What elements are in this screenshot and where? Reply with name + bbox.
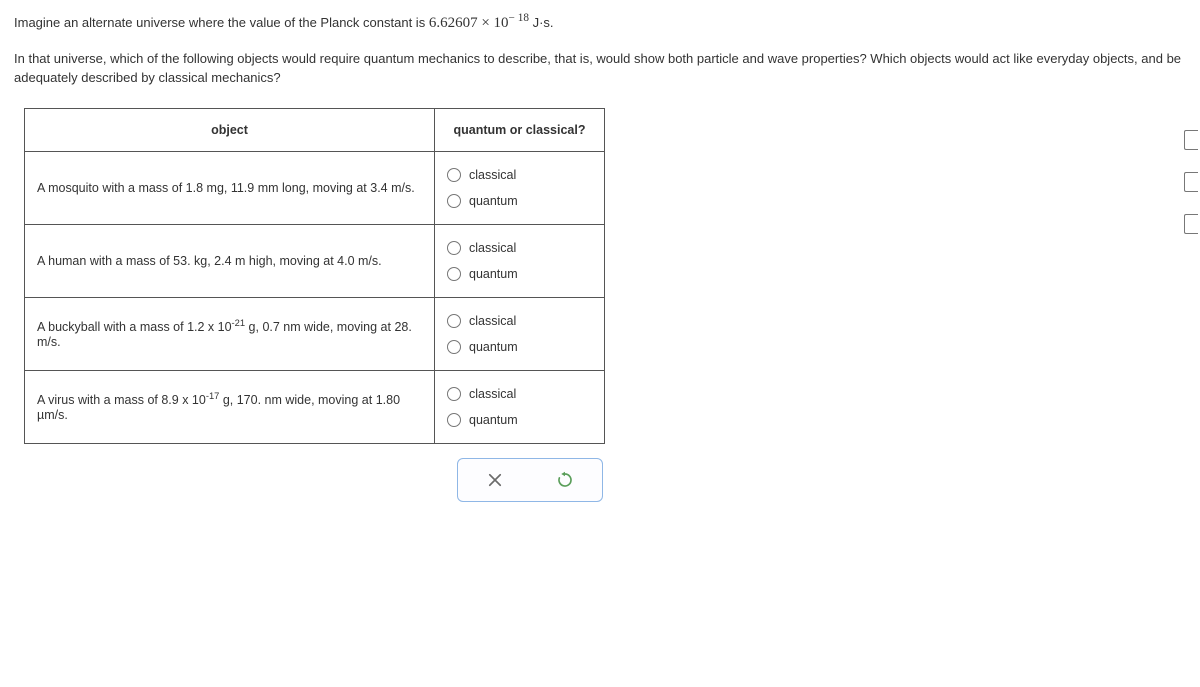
object-cell: A virus with a mass of 8.9 x 10-17 g, 17…	[25, 370, 435, 443]
table-row: A buckyball with a mass of 1.2 x 10-21 g…	[25, 297, 605, 370]
quantum-radio[interactable]	[447, 194, 461, 208]
planck-constant: 6.62607 × 10− 18	[429, 15, 529, 31]
classical-label[interactable]: classical	[469, 168, 516, 182]
object-cell: A human with a mass of 53. kg, 2.4 m hig…	[25, 224, 435, 297]
classical-label[interactable]: classical	[469, 387, 516, 401]
classical-option: classical	[447, 381, 592, 407]
classical-option: classical	[447, 235, 592, 261]
quantum-label[interactable]: quantum	[469, 194, 518, 208]
classical-radio[interactable]	[447, 314, 461, 328]
quantum-option: quantum	[447, 407, 592, 433]
clear-button[interactable]	[482, 467, 508, 493]
header-object: object	[25, 108, 435, 151]
quantum-option: quantum	[447, 188, 592, 214]
choice-cell: classical quantum	[435, 224, 605, 297]
choice-cell: classical quantum	[435, 151, 605, 224]
quantum-label[interactable]: quantum	[469, 413, 518, 427]
table-row: A mosquito with a mass of 1.8 mg, 11.9 m…	[25, 151, 605, 224]
action-box	[457, 458, 603, 502]
table-row: A virus with a mass of 8.9 x 10-17 g, 17…	[25, 370, 605, 443]
reset-button[interactable]	[552, 467, 578, 493]
quantum-option: quantum	[447, 334, 592, 360]
question-text: Imagine an alternate universe where the …	[0, 0, 1200, 88]
question-line-2: In that universe, which of the following…	[14, 49, 1186, 88]
quantum-radio[interactable]	[447, 413, 461, 427]
q1-unit: J·s.	[529, 15, 554, 30]
classical-radio[interactable]	[447, 241, 461, 255]
quantum-label[interactable]: quantum	[469, 267, 518, 281]
object-cell: A mosquito with a mass of 1.8 mg, 11.9 m…	[25, 151, 435, 224]
action-bar	[24, 458, 603, 502]
q1-pre: Imagine an alternate universe where the …	[14, 15, 429, 30]
side-stub-3[interactable]	[1184, 214, 1198, 234]
quantum-option: quantum	[447, 261, 592, 287]
classical-option: classical	[447, 162, 592, 188]
reset-icon	[556, 471, 574, 489]
side-stub-2[interactable]	[1184, 172, 1198, 192]
question-line-1: Imagine an alternate universe where the …	[14, 10, 1186, 35]
classical-radio[interactable]	[447, 387, 461, 401]
classical-option: classical	[447, 308, 592, 334]
table-row: A human with a mass of 53. kg, 2.4 m hig…	[25, 224, 605, 297]
quantum-label[interactable]: quantum	[469, 340, 518, 354]
object-cell: A buckyball with a mass of 1.2 x 10-21 g…	[25, 297, 435, 370]
classical-radio[interactable]	[447, 168, 461, 182]
objects-table: object quantum or classical? A mosquito …	[24, 108, 605, 444]
classical-label[interactable]: classical	[469, 241, 516, 255]
x-icon	[486, 471, 504, 489]
side-tool-stubs	[1184, 130, 1200, 234]
choice-cell: classical quantum	[435, 370, 605, 443]
header-qc: quantum or classical?	[435, 108, 605, 151]
quantum-radio[interactable]	[447, 340, 461, 354]
choice-cell: classical quantum	[435, 297, 605, 370]
classical-label[interactable]: classical	[469, 314, 516, 328]
side-stub-1[interactable]	[1184, 130, 1198, 150]
quantum-radio[interactable]	[447, 267, 461, 281]
